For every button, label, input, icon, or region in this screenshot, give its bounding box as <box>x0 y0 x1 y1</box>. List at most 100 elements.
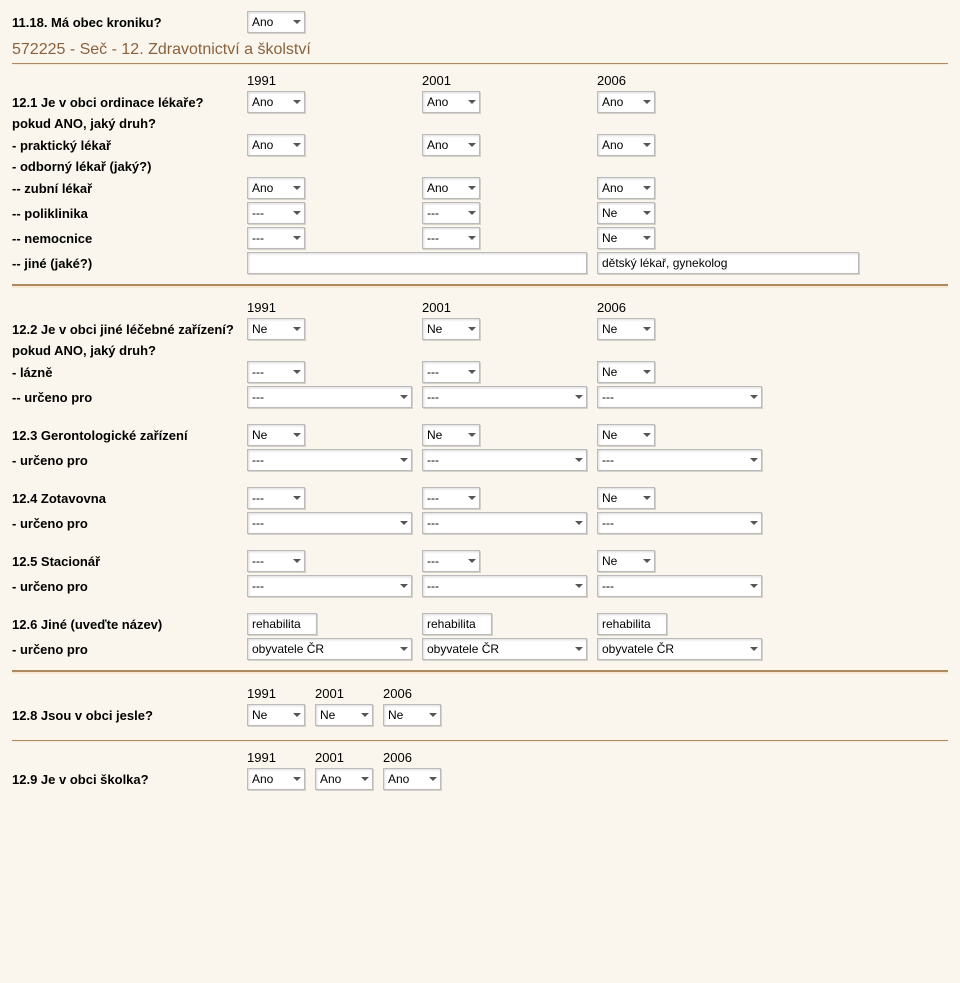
chevron-down-icon <box>467 183 477 193</box>
lazne-v1[interactable]: --- <box>247 361 305 383</box>
nemocnice-v2[interactable]: --- <box>422 227 480 249</box>
year-2001: 2001 <box>315 750 383 765</box>
q12-6-urceno-v1[interactable]: obyvatele ČR <box>247 638 412 660</box>
q12-9-label: 12.9 Je v obci školka? <box>12 772 247 787</box>
q12-6-v2[interactable]: rehabilita <box>422 613 492 635</box>
year-2001: 2001 <box>315 686 383 701</box>
q12-6-v3[interactable]: rehabilita <box>597 613 667 635</box>
chevron-down-icon <box>292 774 302 784</box>
q12-5-v2[interactable]: --- <box>422 550 480 572</box>
q12-8-v2[interactable]: Ne <box>315 704 373 726</box>
zubni-v2[interactable]: Ano <box>422 177 480 199</box>
prakticky-v3[interactable]: Ano <box>597 134 655 156</box>
chevron-down-icon <box>467 556 477 566</box>
chevron-down-icon <box>467 493 477 503</box>
poliklinika-label: -- poliklinika <box>12 206 247 221</box>
q12-4-v3[interactable]: Ne <box>597 487 655 509</box>
q12-2-sublabel: pokud ANO, jaký druh? <box>12 343 247 358</box>
lazne-v3[interactable]: Ne <box>597 361 655 383</box>
prakticky-label: - praktický lékař <box>12 138 247 153</box>
chevron-down-icon <box>642 493 652 503</box>
q12-5-urceno-v3[interactable]: --- <box>597 575 762 597</box>
chevron-down-icon <box>399 455 409 465</box>
q12-8-v3[interactable]: Ne <box>383 704 441 726</box>
year-2001: 2001 <box>422 300 597 315</box>
q12-2-v2[interactable]: Ne <box>422 318 480 340</box>
chevron-down-icon <box>467 140 477 150</box>
q12-6-v1[interactable]: rehabilita <box>247 613 317 635</box>
chevron-down-icon <box>292 710 302 720</box>
q12-8-v1[interactable]: Ne <box>247 704 305 726</box>
chevron-down-icon <box>467 208 477 218</box>
chevron-down-icon <box>292 430 302 440</box>
chevron-down-icon <box>399 518 409 528</box>
q11-18-select[interactable]: Ano <box>247 11 305 33</box>
q12-3-v1[interactable]: Ne <box>247 424 305 446</box>
zubni-v3[interactable]: Ano <box>597 177 655 199</box>
chevron-down-icon <box>292 183 302 193</box>
q12-1-v1[interactable]: Ano <box>247 91 305 113</box>
q12-3-v3[interactable]: Ne <box>597 424 655 446</box>
poliklinika-v2[interactable]: --- <box>422 202 480 224</box>
lazne-v2[interactable]: --- <box>422 361 480 383</box>
jine-t3[interactable]: dětský lékař, gynekolog <box>597 252 859 274</box>
jine-t12[interactable] <box>247 252 587 274</box>
q12-3-v2[interactable]: Ne <box>422 424 480 446</box>
prakticky-v2[interactable]: Ano <box>422 134 480 156</box>
chevron-down-icon <box>467 97 477 107</box>
poliklinika-v3[interactable]: Ne <box>597 202 655 224</box>
chevron-down-icon <box>292 233 302 243</box>
q12-3-urceno-v2[interactable]: --- <box>422 449 587 471</box>
q12-2-urceno-label: -- určeno pro <box>12 390 247 405</box>
zubni-v1[interactable]: Ano <box>247 177 305 199</box>
q12-5-urceno-v1[interactable]: --- <box>247 575 412 597</box>
chevron-down-icon <box>642 140 652 150</box>
q12-4-urceno-v1[interactable]: --- <box>247 512 412 534</box>
q12-3-urceno-v1[interactable]: --- <box>247 449 412 471</box>
chevron-down-icon <box>642 233 652 243</box>
q12-2-urceno-v2[interactable]: --- <box>422 386 587 408</box>
q12-4-v1[interactable]: --- <box>247 487 305 509</box>
poliklinika-v1[interactable]: --- <box>247 202 305 224</box>
q12-9-v3[interactable]: Ano <box>383 768 441 790</box>
q12-4-urceno-v2[interactable]: --- <box>422 512 587 534</box>
q12-5-v1[interactable]: --- <box>247 550 305 572</box>
q12-5-v3[interactable]: Ne <box>597 550 655 572</box>
q12-9-v1[interactable]: Ano <box>247 768 305 790</box>
year-2006: 2006 <box>597 300 772 315</box>
nemocnice-v1[interactable]: --- <box>247 227 305 249</box>
q12-2-urceno-v1[interactable]: --- <box>247 386 412 408</box>
q12-2-v3[interactable]: Ne <box>597 318 655 340</box>
chevron-down-icon <box>360 774 370 784</box>
prakticky-v1[interactable]: Ano <box>247 134 305 156</box>
q11-18-label: 11.18. Má obec kroniku? <box>12 15 247 30</box>
year-1991: 1991 <box>247 750 315 765</box>
q12-4-v2[interactable]: --- <box>422 487 480 509</box>
q12-3-urceno-v3[interactable]: --- <box>597 449 762 471</box>
q12-2-v1[interactable]: Ne <box>247 318 305 340</box>
chevron-down-icon <box>399 392 409 402</box>
nemocnice-v3[interactable]: Ne <box>597 227 655 249</box>
chevron-down-icon <box>360 710 370 720</box>
q12-6-urceno-v3[interactable]: obyvatele ČR <box>597 638 762 660</box>
chevron-down-icon <box>292 208 302 218</box>
q12-2-urceno-v3[interactable]: --- <box>597 386 762 408</box>
jine-label: -- jiné (jaké?) <box>12 256 247 271</box>
year-2006: 2006 <box>383 750 451 765</box>
q12-1-v2[interactable]: Ano <box>422 91 480 113</box>
q12-4-urceno-v3[interactable]: --- <box>597 512 762 534</box>
q12-3-label: 12.3 Gerontologické zařízení <box>12 428 247 443</box>
q12-5-urceno-v2[interactable]: --- <box>422 575 587 597</box>
lazne-label: - lázně <box>12 365 247 380</box>
chevron-down-icon <box>292 367 302 377</box>
chevron-down-icon <box>399 581 409 591</box>
divider <box>12 284 948 288</box>
chevron-down-icon <box>428 710 438 720</box>
q12-6-urceno-v2[interactable]: obyvatele ČR <box>422 638 587 660</box>
q12-9-v2[interactable]: Ano <box>315 768 373 790</box>
divider <box>12 740 948 742</box>
section-12-title: 572225 - Seč - 12. Zdravotnictví a škols… <box>12 41 948 59</box>
q12-1-v3[interactable]: Ano <box>597 91 655 113</box>
q12-8-label: 12.8 Jsou v obci jesle? <box>12 708 247 723</box>
year-1991: 1991 <box>247 300 422 315</box>
